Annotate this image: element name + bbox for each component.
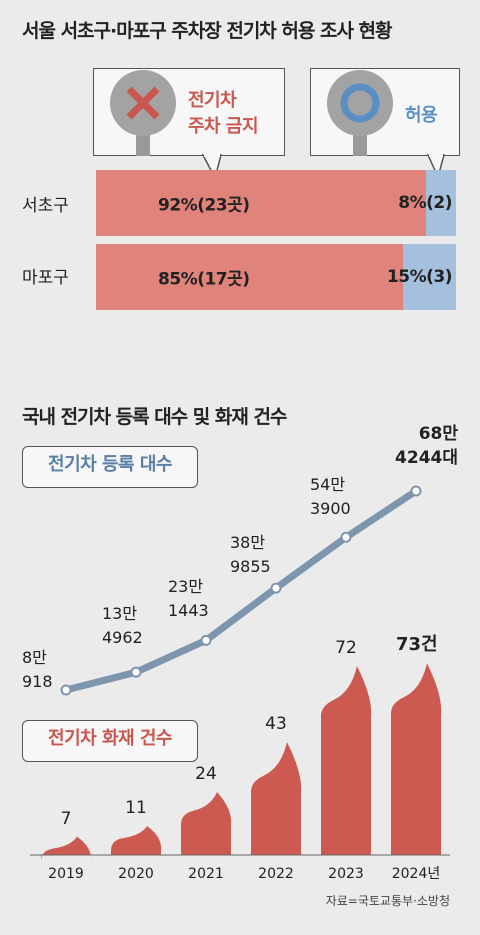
bar-ban-label-mapo: 85%(17곳): [158, 269, 250, 290]
reg-count-box: 전기차 등록 대수: [22, 446, 198, 488]
fire-bar-2024: [391, 663, 442, 855]
top-chart-title: 서울 서초구·마포구 주차장 전기차 허용 조사 현황: [22, 20, 393, 42]
x-tick-label: 2022: [258, 866, 294, 882]
fire-value-label: 72: [335, 638, 357, 658]
registration-value-label: 54만 3900: [310, 475, 351, 518]
bar-allow-label-mapo: 15%(3): [386, 267, 453, 287]
row-label-seocho: 서초구: [22, 196, 69, 216]
row-label-mapo: 마포구: [22, 268, 69, 288]
fire-value-label: 11: [125, 798, 147, 819]
x-tick-label: 2021: [188, 866, 224, 882]
ban-sign-graphic: [110, 70, 222, 181]
allow-sign-label: 허용: [405, 105, 438, 126]
fire-bar-2021: [181, 792, 232, 855]
allow-disc-icon: [327, 70, 393, 136]
fire-bar-2023: [321, 666, 372, 855]
registration-value-label: 38만 9855: [230, 533, 271, 576]
bar-allow-seocho: [426, 170, 456, 236]
source-note: 자료=국토교통부·소방청: [325, 894, 450, 908]
registration-point: [60, 684, 72, 696]
registration-value-label: 8만 918: [22, 648, 53, 691]
x-tick-label: 2023: [328, 866, 364, 882]
registration-point: [410, 485, 422, 497]
registration-value-label: 68만 4244대: [395, 424, 458, 468]
bar-ban-mapo: [96, 244, 403, 310]
fire-count-box: 전기차 화재 건수: [22, 720, 198, 762]
bar-allow-mapo: [403, 244, 456, 310]
fire-value-label: 7: [60, 808, 72, 829]
registration-line: [65, 488, 418, 694]
stacked-bar-mapo: 85%(17곳) 15%(3): [96, 244, 456, 310]
ban-sign-line2: 주차 금지: [188, 116, 259, 137]
x-tick-label: 2020: [118, 866, 154, 882]
fire-bar-2019: [41, 836, 92, 863]
stacked-bar-seocho: 92%(23곳) 8%(2): [96, 170, 456, 236]
allow-sign-graphic: [327, 70, 445, 180]
ban-sign-label: 전기차 주차 금지: [188, 88, 259, 140]
registration-value-label: 23만 1443: [168, 577, 209, 620]
registration-value-label: 13만 4962: [102, 604, 143, 647]
fire-value-label: 24: [195, 764, 217, 784]
registration-point: [130, 666, 142, 678]
registration-point: [200, 634, 212, 646]
fire-value-label: 43: [265, 714, 287, 735]
fire-bar-2020: [111, 826, 162, 855]
fire-value-label: 73건: [396, 634, 438, 656]
registration-point: [270, 582, 282, 594]
registration-point: [340, 531, 352, 543]
fire-bar-2022: [251, 742, 302, 855]
x-tick-label: 2019: [48, 866, 84, 882]
bar-allow-label-seocho: 8%(2): [398, 193, 452, 213]
o-mark-icon: [340, 83, 380, 123]
ban-sign-line1: 전기차: [188, 90, 237, 111]
bar-ban-label-seocho: 92%(23곳): [158, 195, 250, 216]
bar-ban-seocho: [96, 170, 426, 236]
bottom-chart-title: 국내 전기차 등록 대수 및 화재 건수: [22, 406, 287, 428]
x-tick-label: 2024년: [392, 866, 441, 882]
